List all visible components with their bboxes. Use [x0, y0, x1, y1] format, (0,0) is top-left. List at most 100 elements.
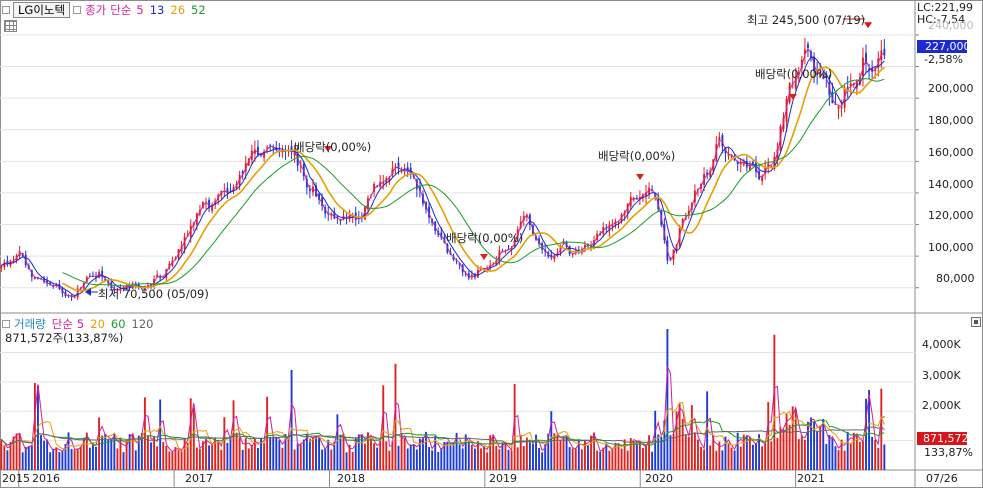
volume-bar	[831, 438, 834, 470]
volume-bar	[501, 442, 504, 470]
candle-body	[0, 265, 3, 269]
volume-bar	[116, 448, 119, 470]
volume-bar	[669, 435, 672, 470]
volume-bar	[642, 448, 644, 470]
candle-body	[495, 260, 498, 265]
volume-bar	[464, 434, 467, 470]
volume-bar	[324, 448, 327, 470]
volume-tick-label: 2,000K	[922, 399, 961, 412]
volume-bar	[61, 450, 64, 470]
volume-bar	[33, 383, 36, 470]
volume-bar	[107, 439, 110, 470]
volume-bar	[150, 442, 152, 470]
price-ma-line-5	[1, 47, 885, 298]
right-date-label: 07/26	[926, 472, 958, 485]
volume-bar	[727, 443, 730, 470]
candle-body	[761, 176, 764, 182]
volume-bar	[467, 441, 470, 470]
volume-bar	[244, 437, 247, 470]
volume-bar	[559, 439, 562, 470]
candle-body	[733, 158, 736, 161]
candle-body	[721, 135, 724, 147]
dividend-annotation: 배당락(0,00%)	[598, 149, 676, 163]
panel-maximize-icon[interactable]	[971, 317, 981, 327]
volume-bar	[67, 432, 70, 470]
dividend-annotation: 배당락(0,00%)	[755, 67, 833, 81]
candle-body	[226, 188, 229, 194]
volume-bar	[40, 435, 42, 470]
volume-bar	[635, 440, 638, 470]
volume-bar	[807, 421, 809, 470]
candle-body	[33, 277, 36, 279]
grid-toggle-icon[interactable]	[4, 20, 17, 32]
candle-body	[883, 48, 886, 56]
volume-bar	[880, 388, 883, 470]
candle-body	[315, 185, 317, 197]
volume-bar	[498, 449, 501, 470]
volume-bar	[568, 447, 571, 470]
volume-bar	[257, 447, 259, 470]
candle-body	[272, 146, 275, 148]
volume-bar	[764, 443, 767, 470]
low-marker	[85, 288, 91, 296]
price-tick-label: 200,000	[928, 82, 974, 95]
candle-body	[428, 206, 431, 218]
volume-bar	[241, 449, 244, 470]
volume-bar	[171, 451, 174, 470]
volume-ma-line-20	[0, 401, 885, 451]
candle-body	[794, 78, 797, 89]
volume-bar	[574, 448, 577, 470]
candle-body	[776, 149, 779, 161]
stock-name-box[interactable]: LG이노텍	[13, 2, 71, 18]
volume-bar	[675, 411, 678, 470]
options-square-icon[interactable]	[2, 6, 10, 14]
candle-body	[266, 147, 269, 149]
volume-bar	[697, 439, 699, 470]
year-label: 2020	[645, 472, 673, 485]
volume-bar	[137, 435, 140, 470]
candle-body	[562, 241, 565, 245]
volume-bar	[147, 435, 149, 470]
volume-bar	[483, 446, 486, 470]
volume-bar	[18, 433, 21, 470]
volume-bar	[602, 447, 605, 470]
candle-body	[104, 279, 107, 281]
volume-bar	[681, 418, 684, 470]
volume-options-icon[interactable]	[2, 320, 10, 328]
volume-bar	[874, 440, 877, 470]
volume-bar	[376, 447, 379, 470]
candle-body	[681, 218, 684, 227]
change-pct-label: -2,58%	[924, 53, 963, 66]
candle-body	[440, 232, 443, 238]
volume-bar	[629, 438, 632, 470]
volume-bar	[431, 450, 434, 470]
volume-bar	[846, 431, 849, 470]
volume-bar	[516, 447, 519, 470]
candle-body	[852, 83, 855, 86]
volume-bar	[12, 436, 15, 470]
volume-bar	[510, 450, 513, 470]
volume-bar	[672, 434, 675, 470]
volume-bar	[730, 447, 733, 470]
volume-bar	[748, 437, 751, 470]
volume-bar	[278, 440, 281, 470]
volume-bar	[315, 435, 317, 470]
volume-bar	[235, 432, 238, 470]
candle-body	[706, 172, 709, 175]
current-volume-pct: 133,87%	[924, 446, 973, 459]
volume-bar	[577, 439, 580, 470]
volume-bar	[165, 445, 168, 470]
dividend-marker	[324, 146, 332, 152]
candle-body	[143, 288, 146, 290]
volume-ma-60: 60	[110, 317, 126, 331]
volume-bar	[773, 334, 776, 470]
volume-bar	[645, 445, 647, 470]
volume-bar	[745, 436, 748, 470]
volume-bar	[538, 447, 541, 470]
volume-bar	[308, 438, 311, 470]
volume-bar	[0, 439, 3, 470]
volume-bar	[128, 434, 131, 470]
year-label: 2018	[337, 472, 365, 485]
volume-ma-120: 120	[131, 317, 154, 331]
